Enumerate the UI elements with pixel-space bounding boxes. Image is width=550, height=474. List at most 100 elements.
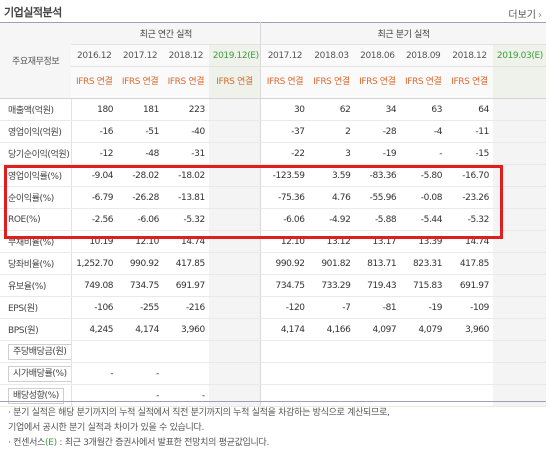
table-row: 당좌비율(%) 1,252.70 990.92 417.85 990.92 901.82 8… [0, 252, 546, 275]
table-cell: -16 [71, 120, 118, 143]
table-cell [208, 340, 262, 363]
table-cell [446, 340, 493, 363]
table-cell: -11 [446, 120, 493, 143]
table-cell: 823.31 [400, 252, 447, 275]
table-cell [308, 340, 355, 363]
note-consensus-label: · 컨센서스 [8, 438, 46, 448]
row-label: 당좌비율(%) [0, 252, 72, 275]
period-header: 2019.03(E) [492, 44, 546, 67]
table-cell: 4,174 [260, 318, 309, 341]
table-cell: 34 [354, 98, 401, 121]
table-cell: 813.71 [354, 252, 401, 275]
table-cell: 63 [400, 98, 447, 121]
table-cell [208, 142, 262, 165]
basis-label [492, 66, 546, 99]
section-header: 기업실적분석 더보기 › [0, 0, 550, 22]
table-row: 매출액(억원) 180 181 223 30 62 34 63 64 [0, 98, 546, 121]
basis-label: IFRS 연결 [260, 66, 309, 99]
table-cell: 3.59 [308, 164, 355, 187]
table-cell [492, 362, 546, 385]
table-cell: -5.32 [162, 208, 209, 231]
table-cell [208, 98, 262, 121]
note-estimate-mark: (E) [45, 438, 57, 448]
table-cell [492, 230, 546, 253]
table-cell [162, 362, 209, 385]
section-title: 기업실적분석 [4, 6, 62, 19]
row-label: 영업이익(억원) [0, 120, 72, 143]
table-cell [400, 362, 447, 385]
table-cell: 64 [446, 98, 493, 121]
table-cell: -19 [400, 296, 447, 319]
basis-label: IFRS 연결 [308, 66, 355, 99]
table-cell: 14.74 [446, 230, 493, 253]
period-header: 2016.12 [71, 44, 118, 67]
row-label: 매출액(억원) [0, 98, 72, 121]
table-cell: 734.75 [117, 274, 163, 297]
table-cell: 223 [162, 98, 209, 121]
table-cell: 4,097 [354, 318, 401, 341]
basis-label: IFRS 연결 [400, 66, 447, 99]
table-cell: -37 [260, 120, 309, 143]
table-cell: 990.92 [260, 252, 309, 275]
row-label: 영업이익률(%) [0, 164, 72, 187]
table-cell: 1,252.70 [71, 252, 118, 275]
financial-table: 주요재무정보 최근 연간 실적 최근 분기 실적 2016.12 2017.12 2018… [0, 22, 546, 407]
table-cell: 4.76 [308, 186, 355, 209]
table-cell: 734.75 [260, 274, 309, 297]
table-cell: -75.36 [260, 186, 309, 209]
table-cell [208, 296, 262, 319]
table-cell: -6.06 [117, 208, 163, 231]
table-cell: -2.56 [71, 208, 118, 231]
table-cell: -12 [71, 142, 118, 165]
table-cell: 901.82 [308, 252, 355, 275]
annual-header: 최근 연간 실적 [71, 22, 262, 45]
table-cell: -26.28 [117, 186, 163, 209]
table-cell: 181 [117, 98, 163, 121]
period-header: 2018.06 [354, 44, 401, 67]
table-cell [492, 274, 546, 297]
more-label[interactable]: 더보기 [508, 10, 536, 21]
row-label: 유보율(%) [0, 274, 72, 297]
table-cell [208, 186, 262, 209]
table-cell: -5.88 [354, 208, 401, 231]
table-row: 영업이익(억원) -16 -51 -40 -37 2 -28 -4 -11 [0, 120, 546, 143]
row-label: 당기순이익(억원) [0, 142, 72, 165]
table-cell: -6.06 [260, 208, 309, 231]
row-label: 순이익률(%) [0, 186, 72, 209]
row-label-button[interactable]: 주당배당금(원) [8, 343, 71, 360]
basis-label: IFRS 연결 [208, 66, 262, 99]
row-label-button[interactable]: 배당성향(%) [8, 387, 64, 404]
row-label: 부채비율(%) [0, 230, 72, 253]
table-cell: 417.85 [446, 252, 493, 275]
table-row: ROE(%) -2.56 -6.06 -5.32 -6.06 -4.92 -5.88 -5.4… [0, 208, 546, 231]
table-cell [208, 164, 262, 187]
table-cell: -5.32 [446, 208, 493, 231]
basis-header-row: IFRS 연결 IFRS 연결 IFRS 연결 IFRS 연결 IFRS 연결 IFRS … [0, 66, 546, 99]
table-cell: 10.19 [71, 230, 118, 253]
note-line-2: 기업에서 공시한 분기 실적과 차이가 있을 수 있습니다. [8, 423, 205, 433]
table-cell: 417.85 [162, 252, 209, 275]
table-cell: 13.12 [308, 230, 355, 253]
row-label[interactable]: 주당배당금(원) [0, 340, 72, 363]
table-cell: 12.10 [117, 230, 163, 253]
period-header: 2018.12 [162, 44, 209, 67]
table-row: 당기순이익(억원) -12 -48 -31 -22 3 -19- -15 [0, 142, 546, 165]
table-cell: -6.79 [71, 186, 118, 209]
table-cell: -120 [260, 296, 309, 319]
table-group-header-row: 주요재무정보 최근 연간 실적 최근 분기 실적 [0, 22, 546, 99]
period-header-row: 2016.12 2017.12 2018.12 2019.12(E) 2017.12 20… [0, 44, 546, 67]
row-label-button[interactable]: 시가배당률(%) [8, 365, 71, 382]
table-cell [492, 208, 546, 231]
row-label[interactable]: 시가배당률(%) [0, 362, 72, 385]
table-cell: -106 [71, 296, 118, 319]
table-cell: -28 [354, 120, 401, 143]
more-link[interactable]: 더보기 › [508, 6, 542, 21]
table-cell: 180 [71, 98, 118, 121]
basis-label: IFRS 연결 [162, 66, 209, 99]
table-cell [492, 252, 546, 275]
table-cell: -18.02 [162, 164, 209, 187]
note-consensus-text: : 최근 3개월간 증권사에서 발표한 전망치의 평균값입니다. [56, 438, 270, 448]
table-cell [492, 98, 546, 121]
table-cell: -48 [117, 142, 163, 165]
table-cell: 3 [308, 142, 355, 165]
